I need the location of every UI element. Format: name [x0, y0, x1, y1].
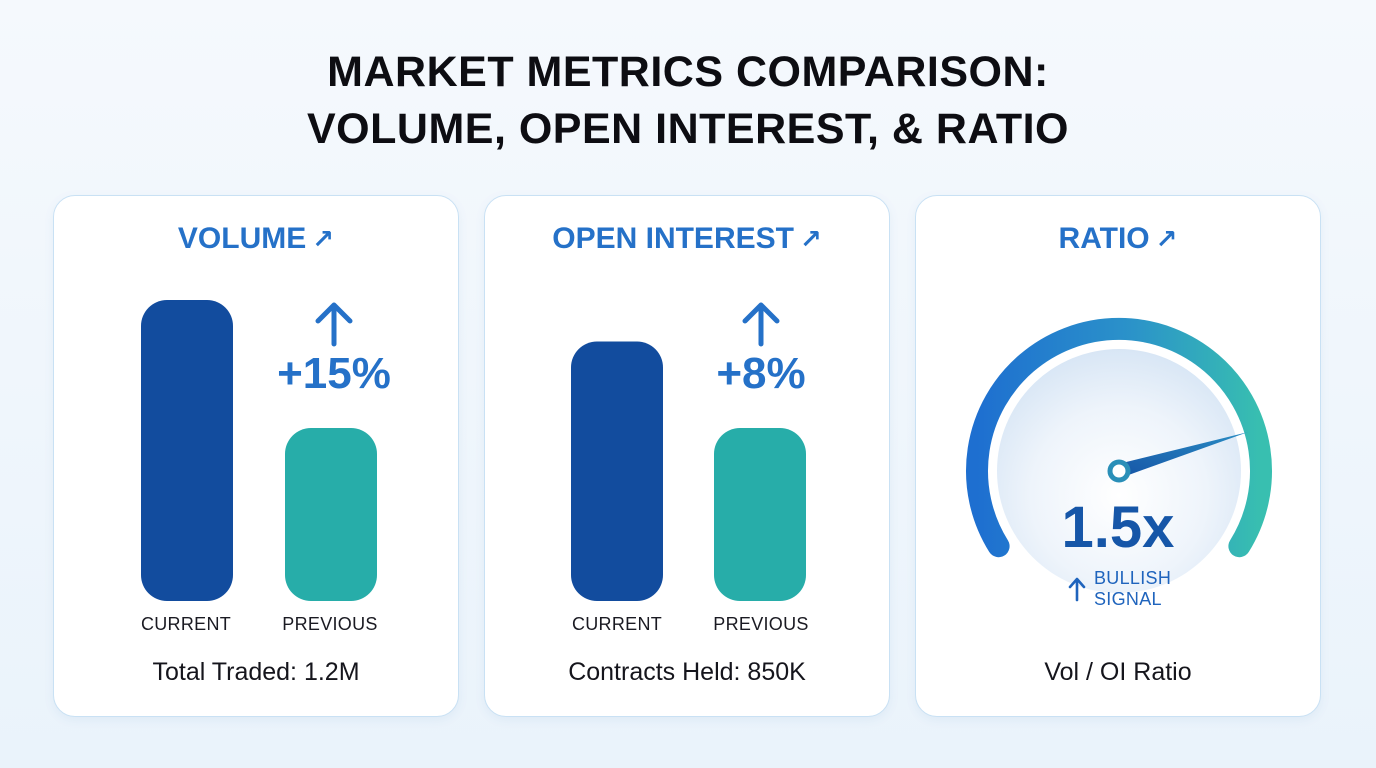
open-interest-title-text: OPEN INTEREST	[552, 222, 794, 255]
gauge-needle	[1117, 432, 1249, 478]
ratio-gauge	[966, 318, 1272, 593]
up-arrow-icon	[1068, 577, 1086, 602]
volume-label-current: CURRENT	[140, 614, 232, 634]
title-line-2: VOLUME, OPEN INTEREST, & RATIO	[307, 105, 1069, 153]
volume-bar-previous	[285, 428, 377, 601]
open-interest-card: OPEN INTEREST ↗ +8% CURRENT PREVIOUS Cont…	[484, 195, 890, 717]
ratio-card-title: RATIO ↗	[916, 222, 1320, 256]
title-line-1: MARKET METRICS COMPARISON:	[327, 48, 1049, 96]
open-interest-card-title: OPEN INTEREST ↗	[485, 222, 889, 256]
trend-up-arrow-icon: ↗	[312, 224, 335, 254]
trend-up-arrow-icon: ↗	[799, 224, 822, 254]
open-interest-footer: Contracts Held: 850K	[568, 658, 806, 686]
up-arrow-icon	[315, 302, 353, 347]
open-interest-change: +8%	[691, 300, 831, 400]
volume-footer: Total Traded: 1.2M	[152, 658, 360, 686]
signal-line-1: BULLISH	[1094, 568, 1172, 588]
open-interest-bar-current	[571, 341, 663, 601]
ratio-card: RATIO ↗ 1.5x BU	[915, 195, 1321, 717]
volume-card: VOLUME ↗ +15% CURRENT PREVIOUS Total Trad…	[53, 195, 459, 717]
signal-line-2: SIGNAL	[1094, 589, 1162, 609]
open-interest-bar-previous	[714, 428, 806, 601]
volume-label-previous: PREVIOUS	[282, 614, 378, 634]
volume-title-text: VOLUME	[177, 222, 307, 255]
volume-bar-current	[141, 299, 233, 601]
open-interest-change-value: +8%	[716, 349, 806, 398]
signal-text: BULLISH SIGNAL	[1094, 568, 1184, 610]
volume-card-title: VOLUME ↗	[54, 222, 458, 256]
up-arrow-icon	[742, 302, 780, 347]
gauge-arc	[966, 318, 1272, 558]
ratio-value: 1.5x	[1061, 495, 1175, 560]
ratio-footer: Vol / OI Ratio	[1044, 658, 1192, 686]
ratio-title-text: RATIO	[1058, 222, 1150, 255]
volume-change-value: +15%	[277, 349, 391, 398]
open-interest-bar-chart	[571, 341, 806, 601]
trend-up-arrow-icon: ↗	[1155, 224, 1178, 254]
gauge-hub	[1107, 459, 1131, 483]
open-interest-label-previous: PREVIOUS	[713, 614, 809, 634]
volume-change: +15%	[264, 300, 404, 400]
open-interest-label-current: CURRENT	[571, 614, 663, 634]
page-title: MARKET METRICS COMPARISON: VOLUME, OPEN …	[0, 44, 1376, 158]
bullish-signal: BULLISH SIGNAL	[1066, 568, 1184, 610]
volume-bar-chart	[141, 299, 377, 601]
